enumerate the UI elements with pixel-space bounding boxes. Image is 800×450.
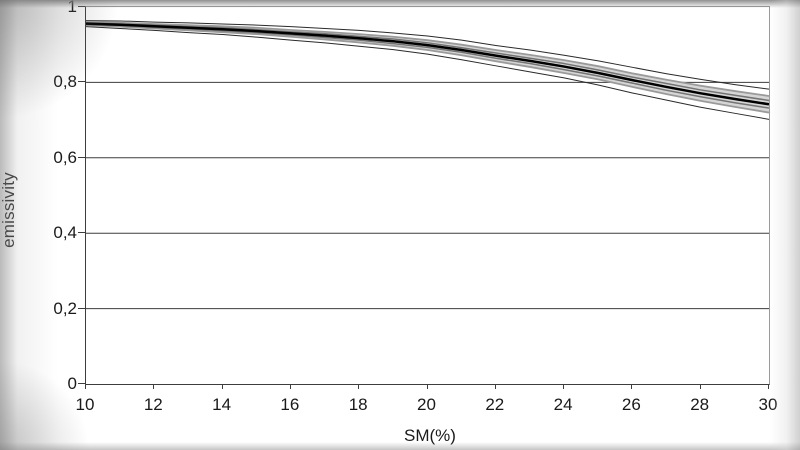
x-tick-label: 24 — [553, 395, 573, 414]
x-tick-mark — [85, 384, 86, 389]
x-tick-mark — [631, 384, 633, 389]
y-tick-mark — [78, 383, 85, 384]
y-tick-mark — [78, 81, 85, 83]
y-tick-label: 0,6 — [53, 147, 77, 167]
x-tick-label: 30 — [758, 395, 778, 414]
x-tick-mark — [494, 384, 496, 389]
y-axis-title: emissivity — [0, 172, 18, 248]
x-tick-label: 16 — [280, 395, 300, 414]
x-tick-mark — [768, 384, 769, 389]
edge-vignette-right — [770, 0, 800, 450]
x-tick-label: 10 — [75, 395, 95, 414]
y-tick-mark — [78, 307, 85, 309]
x-tick-label: 22 — [485, 395, 505, 414]
x-axis-title: SM(%) — [404, 426, 456, 445]
series-upper-inner — [86, 22, 769, 102]
x-tick-label: 14 — [212, 395, 232, 414]
y-tick-mark — [78, 156, 85, 158]
x-tick-mark — [426, 384, 428, 389]
x-tick-label: 12 — [143, 395, 163, 414]
x-tick-mark — [563, 384, 565, 389]
series-lower-mid — [86, 24, 769, 114]
x-tick-label: 18 — [348, 395, 368, 414]
curves-svg — [86, 20, 769, 310]
y-tick-label: 0 — [67, 374, 77, 393]
y-tick-label: 1 — [67, 0, 77, 16]
x-tick-mark — [358, 384, 360, 389]
x-tick-label: 28 — [690, 395, 710, 414]
x-tick-mark — [699, 384, 701, 389]
series-upper-envelope — [86, 20, 769, 90]
series-lower-inner — [86, 23, 769, 109]
y-tick-label: 0,2 — [53, 298, 77, 318]
y-tick-label: 0,8 — [53, 72, 77, 92]
x-tick-mark — [289, 384, 291, 389]
series-upper-mid — [86, 21, 769, 97]
plot-area — [85, 6, 770, 385]
series-lower-envelope — [86, 26, 769, 120]
x-tick-mark — [221, 384, 223, 389]
x-tick-mark — [153, 384, 155, 389]
y-tick-label: 0,4 — [53, 223, 77, 243]
x-tick-label: 26 — [621, 395, 641, 414]
y-tick-mark — [78, 232, 85, 234]
y-tick-mark — [78, 6, 85, 7]
x-tick-label: 20 — [417, 395, 436, 414]
series-mean — [86, 22, 769, 106]
